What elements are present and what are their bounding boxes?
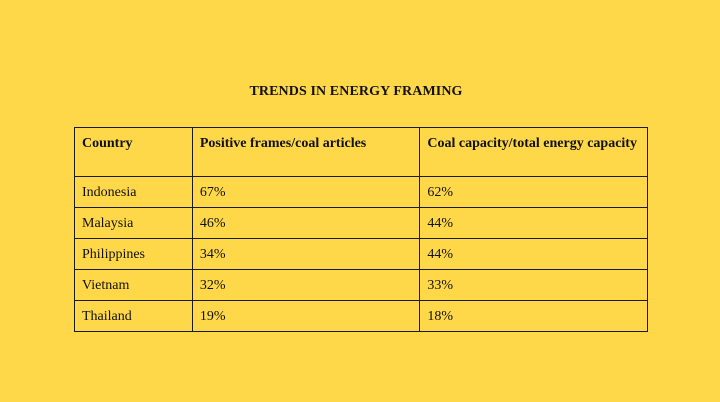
cell-country: Vietnam xyxy=(74,269,193,301)
table-row: Vietnam 32% 33% xyxy=(74,269,648,301)
cell-positive-frames: 19% xyxy=(191,300,421,332)
cell-coal-capacity: 44% xyxy=(419,238,648,270)
table-row: Malaysia 46% 44% xyxy=(74,207,648,239)
energy-framing-table: Country Positive frames/coal articles Co… xyxy=(74,127,648,332)
table-row: Thailand 19% 18% xyxy=(74,300,648,332)
cell-coal-capacity: 33% xyxy=(419,269,648,301)
cell-coal-capacity: 18% xyxy=(419,300,648,332)
cell-positive-frames: 32% xyxy=(191,269,421,301)
cell-positive-frames: 34% xyxy=(191,238,421,270)
cell-positive-frames: 46% xyxy=(191,207,421,239)
cell-country: Malaysia xyxy=(74,207,193,239)
table-title: TRENDS IN ENERGY FRAMING xyxy=(249,84,463,99)
cell-country: Philippines xyxy=(74,238,193,270)
column-header-country: Country xyxy=(74,127,193,177)
cell-positive-frames: 67% xyxy=(191,176,421,208)
cell-coal-capacity: 44% xyxy=(419,207,648,239)
cell-coal-capacity: 62% xyxy=(419,176,648,208)
cell-country: Thailand xyxy=(74,300,193,332)
column-header-coal-capacity: Coal capacity/total energy capacity xyxy=(419,127,648,177)
column-header-positive-frames: Positive frames/coal articles xyxy=(191,127,421,177)
header-row: Country Positive frames/coal articles Co… xyxy=(74,127,648,177)
table-row: Philippines 34% 44% xyxy=(74,238,648,270)
cell-country: Indonesia xyxy=(74,176,193,208)
table-row: Indonesia 67% 62% xyxy=(74,176,648,208)
